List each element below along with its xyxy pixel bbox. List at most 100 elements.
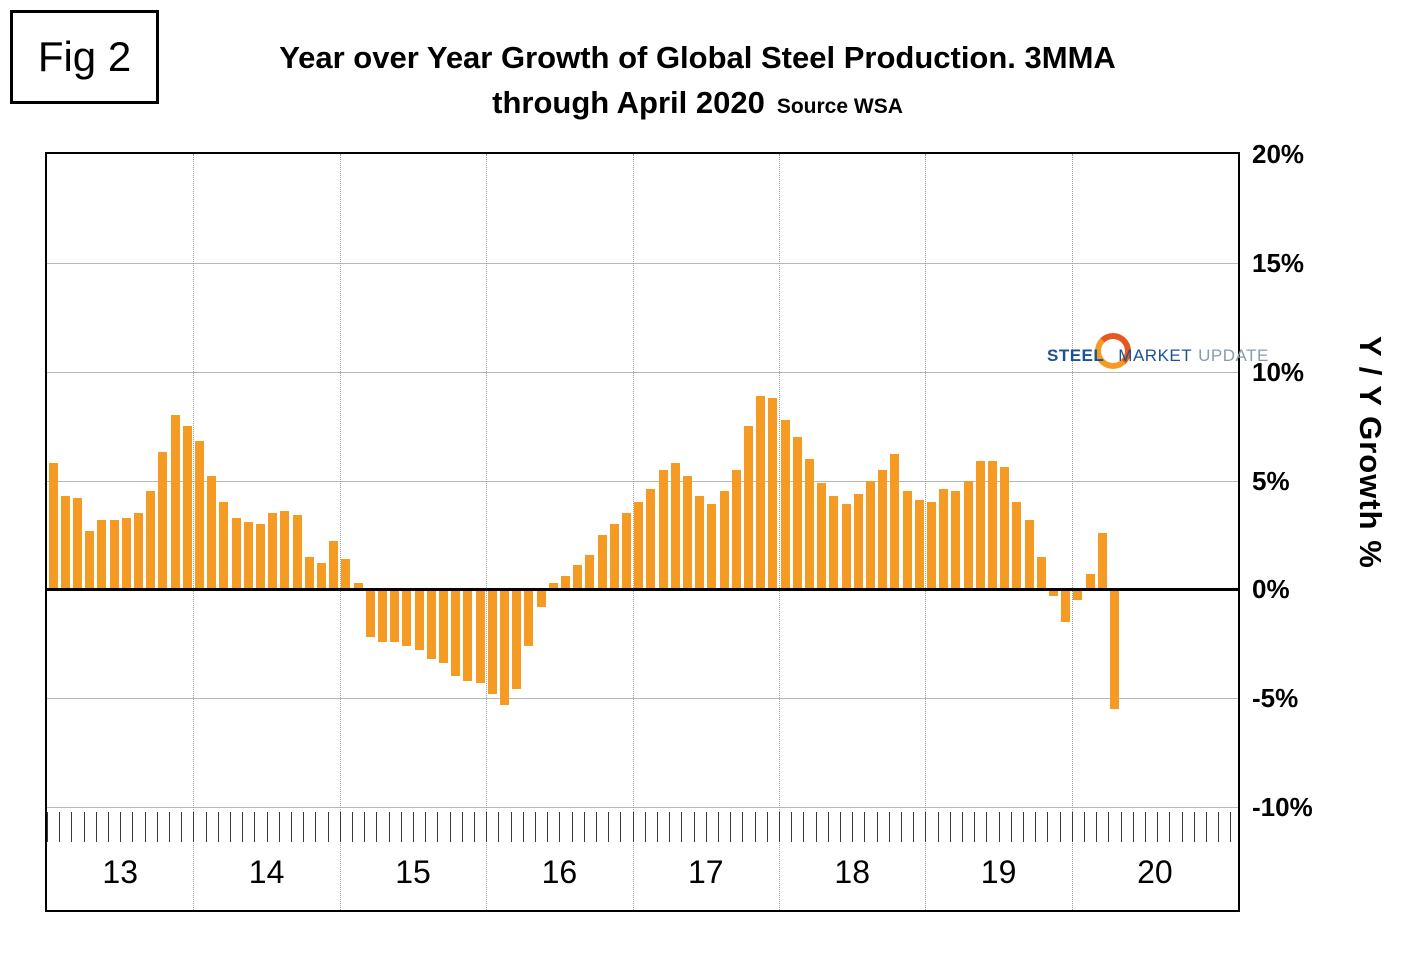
- x-axis-year-label: 17: [688, 854, 724, 890]
- zero-axis-line: [47, 587, 1238, 591]
- month-tick: [644, 812, 646, 842]
- bar: [280, 510, 290, 590]
- bar: [609, 524, 619, 590]
- month-tick: [376, 812, 378, 842]
- bar: [390, 589, 400, 642]
- month-tick: [730, 812, 732, 842]
- bar: [341, 558, 351, 590]
- month-tick: [596, 812, 597, 842]
- month-tick: [242, 812, 244, 842]
- plot-area: STEEL MARKET UPDATE 13 14 15 16 17 18 19 20: [45, 152, 1268, 912]
- month-tick: [47, 812, 48, 842]
- month-tick: [315, 812, 317, 842]
- figure-label: Fig 2: [37, 33, 132, 80]
- bar: [573, 565, 583, 590]
- gridline-year-boundary: [193, 154, 195, 910]
- month-tick: [193, 812, 195, 842]
- bar: [451, 589, 461, 677]
- month-tick: [937, 812, 939, 842]
- gridline-year-boundary: [1071, 154, 1073, 910]
- bar: [548, 582, 558, 590]
- month-tick: [278, 812, 280, 842]
- month-tick: [132, 812, 134, 842]
- month-tick: [1206, 812, 1207, 842]
- x-axis-year-label: 13: [102, 854, 138, 890]
- bar: [975, 460, 985, 590]
- month-tick: [498, 812, 500, 842]
- y-axis-tick-label: 5%: [1252, 465, 1290, 496]
- bar: [146, 491, 156, 590]
- bar: [634, 502, 644, 590]
- logo-word-update: UPDATE: [1198, 346, 1269, 365]
- y-axis-tick-label: -10%: [1252, 792, 1313, 822]
- month-tick: [169, 812, 170, 842]
- bar: [317, 563, 326, 590]
- bar: [792, 436, 802, 590]
- x-axis-year-label: 14: [248, 854, 285, 890]
- month-tick: [1169, 812, 1171, 842]
- bar: [207, 476, 217, 590]
- bar: [365, 589, 375, 638]
- bar: [134, 513, 143, 590]
- month-tick: [522, 812, 524, 842]
- month-tick: [217, 812, 219, 842]
- month-tick: [1157, 812, 1159, 842]
- bar: [182, 426, 192, 590]
- bar: [927, 502, 936, 590]
- bar: [500, 589, 509, 705]
- month-tick: [547, 812, 549, 842]
- y-axis-tick-label: 10%: [1252, 356, 1305, 387]
- bar: [439, 589, 448, 664]
- bar: [256, 524, 265, 590]
- month-tick: [1010, 812, 1012, 842]
- bar: [731, 469, 741, 590]
- bar: [402, 589, 412, 646]
- month-tick: [461, 812, 463, 842]
- x-axis-year-label: 15: [395, 854, 431, 890]
- bar: [463, 589, 473, 681]
- month-tick: [400, 812, 402, 842]
- bar: [268, 513, 278, 590]
- month-tick: [901, 812, 902, 842]
- month-tick: [766, 812, 768, 842]
- bar: [1012, 502, 1022, 590]
- bar: [646, 489, 656, 590]
- bar: [756, 395, 766, 590]
- gridline-year-boundary: [779, 154, 780, 910]
- month-tick: [803, 812, 805, 842]
- month-tick: [1181, 812, 1183, 842]
- bar: [805, 458, 814, 590]
- bar: [622, 513, 631, 590]
- month-tick: [1047, 812, 1049, 842]
- month-tick: [669, 812, 671, 842]
- bar: [1049, 589, 1058, 596]
- bar: [853, 493, 863, 590]
- month-tick: [535, 812, 536, 842]
- month-tick: [339, 812, 341, 842]
- bar: [121, 517, 131, 590]
- month-tick: [1193, 812, 1195, 842]
- y-axis-title: Y / Y Growth %: [1353, 336, 1388, 569]
- bar: [524, 589, 534, 646]
- gridline-year-boundary: [632, 154, 634, 910]
- month-tick: [291, 812, 292, 842]
- logo-word-steel: STEEL: [1047, 346, 1105, 365]
- bar: [1000, 467, 1010, 590]
- month-tick: [779, 812, 780, 842]
- bar: [902, 491, 912, 590]
- bar: [1097, 532, 1107, 590]
- bar: [780, 419, 790, 590]
- month-tick: [620, 812, 622, 842]
- bar: [866, 480, 875, 590]
- bar: [243, 521, 253, 590]
- month-tick: [949, 812, 951, 842]
- bar: [1024, 519, 1034, 590]
- x-axis-year-label: 20: [1137, 854, 1173, 890]
- bar: [1036, 556, 1046, 590]
- month-tick: [1120, 812, 1122, 842]
- bar: [85, 530, 95, 590]
- gridline-year-boundary: [486, 154, 488, 910]
- month-tick: [266, 812, 268, 842]
- bar: [292, 515, 302, 590]
- bar: [951, 491, 961, 590]
